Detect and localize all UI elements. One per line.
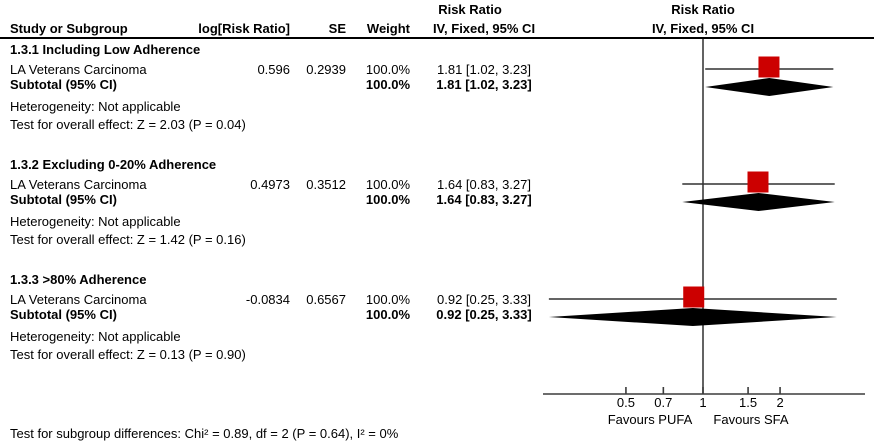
study-ci: 1.64 [0.83, 3.27] [437,177,531,192]
study-row: LA Veterans Carcinoma 0.596 0.2939 100.0… [0,62,874,77]
subgroup-section-2: 1.3.2 Excluding 0-20% Adherence LA Veter… [0,157,874,292]
subgroup-section-3: 1.3.3 >80% Adherence LA Veterans Carcino… [0,272,874,407]
study-ci: 0.92 [0.25, 3.33] [437,292,531,307]
study-name: LA Veterans Carcinoma [10,292,147,307]
study-logrr: 0.596 [257,62,290,77]
study-row: LA Veterans Carcinoma -0.0834 0.6567 100… [0,292,874,307]
study-weight: 100.0% [365,62,410,77]
subtotal-row: Subtotal (95% CI) 100.0% 1.81 [1.02, 3.2… [0,77,874,92]
subtotal-weight: 100.0% [365,192,410,207]
study-weight: 100.0% [365,292,410,307]
study-ci: 1.81 [1.02, 3.23] [437,62,531,77]
overall-effect-note: Test for overall effect: Z = 0.13 (P = 0… [10,347,246,362]
subgroup-header: 1.3.1 Including Low Adherence [10,42,201,57]
subtotal-label: Subtotal (95% CI) [10,192,117,207]
heterogeneity-note: Heterogeneity: Not applicable [10,99,181,114]
col-header-se: SE [328,21,346,36]
heterogeneity-note: Heterogeneity: Not applicable [10,214,181,229]
study-logrr: 0.4973 [250,177,290,192]
header-divider [0,37,874,39]
favours-left-label: Favours PUFA [608,412,693,427]
subgroup-header: 1.3.3 >80% Adherence [10,272,147,287]
subgroup-header: 1.3.2 Excluding 0-20% Adherence [10,157,217,172]
col-header-study: Study or Subgroup [10,21,128,36]
stats-effect-header: Risk Ratio [438,2,502,17]
study-weight: 100.0% [365,177,410,192]
column-header-row: Study or Subgroup log[Risk Ratio] SE Wei… [0,21,874,36]
col-header-weight: Weight [366,21,410,36]
study-se: 0.2939 [306,62,346,77]
study-se: 0.6567 [306,292,346,307]
subtotal-label: Subtotal (95% CI) [10,307,117,322]
study-name: LA Veterans Carcinoma [10,62,147,77]
subtotal-ci: 0.92 [0.25, 3.33] [436,307,532,322]
heterogeneity-note: Heterogeneity: Not applicable [10,329,181,344]
subtotal-weight: 100.0% [365,307,410,322]
col-header-ci: IV, Fixed, 95% CI [432,21,536,36]
study-row: LA Veterans Carcinoma 0.4973 0.3512 100.… [0,177,874,192]
plot-effect-header: Risk Ratio [671,2,735,17]
favours-right-label: Favours SFA [713,412,788,427]
subgroup-section-1: 1.3.1 Including Low Adherence LA Veteran… [0,42,874,177]
subtotal-row: Subtotal (95% CI) 100.0% 1.64 [0.83, 3.2… [0,192,874,207]
overall-effect-note: Test for overall effect: Z = 1.42 (P = 0… [10,232,246,247]
subtotal-label: Subtotal (95% CI) [10,77,117,92]
overall-effect-note: Test for overall effect: Z = 2.03 (P = 0… [10,117,246,132]
study-logrr: -0.0834 [245,292,290,307]
study-name: LA Veterans Carcinoma [10,177,147,192]
subtotal-weight: 100.0% [365,77,410,92]
subtotal-ci: 1.64 [0.83, 3.27] [436,192,532,207]
col-header-logrr: log[Risk Ratio] [198,21,290,36]
subtotal-ci: 1.81 [1.02, 3.23] [436,77,532,92]
subgroup-differences-note: Test for subgroup differences: Chi² = 0.… [10,426,399,441]
study-se: 0.3512 [306,177,346,192]
plot-method-header: IV, Fixed, 95% CI [651,21,755,36]
subtotal-row: Subtotal (95% CI) 100.0% 0.92 [0.25, 3.3… [0,307,874,322]
